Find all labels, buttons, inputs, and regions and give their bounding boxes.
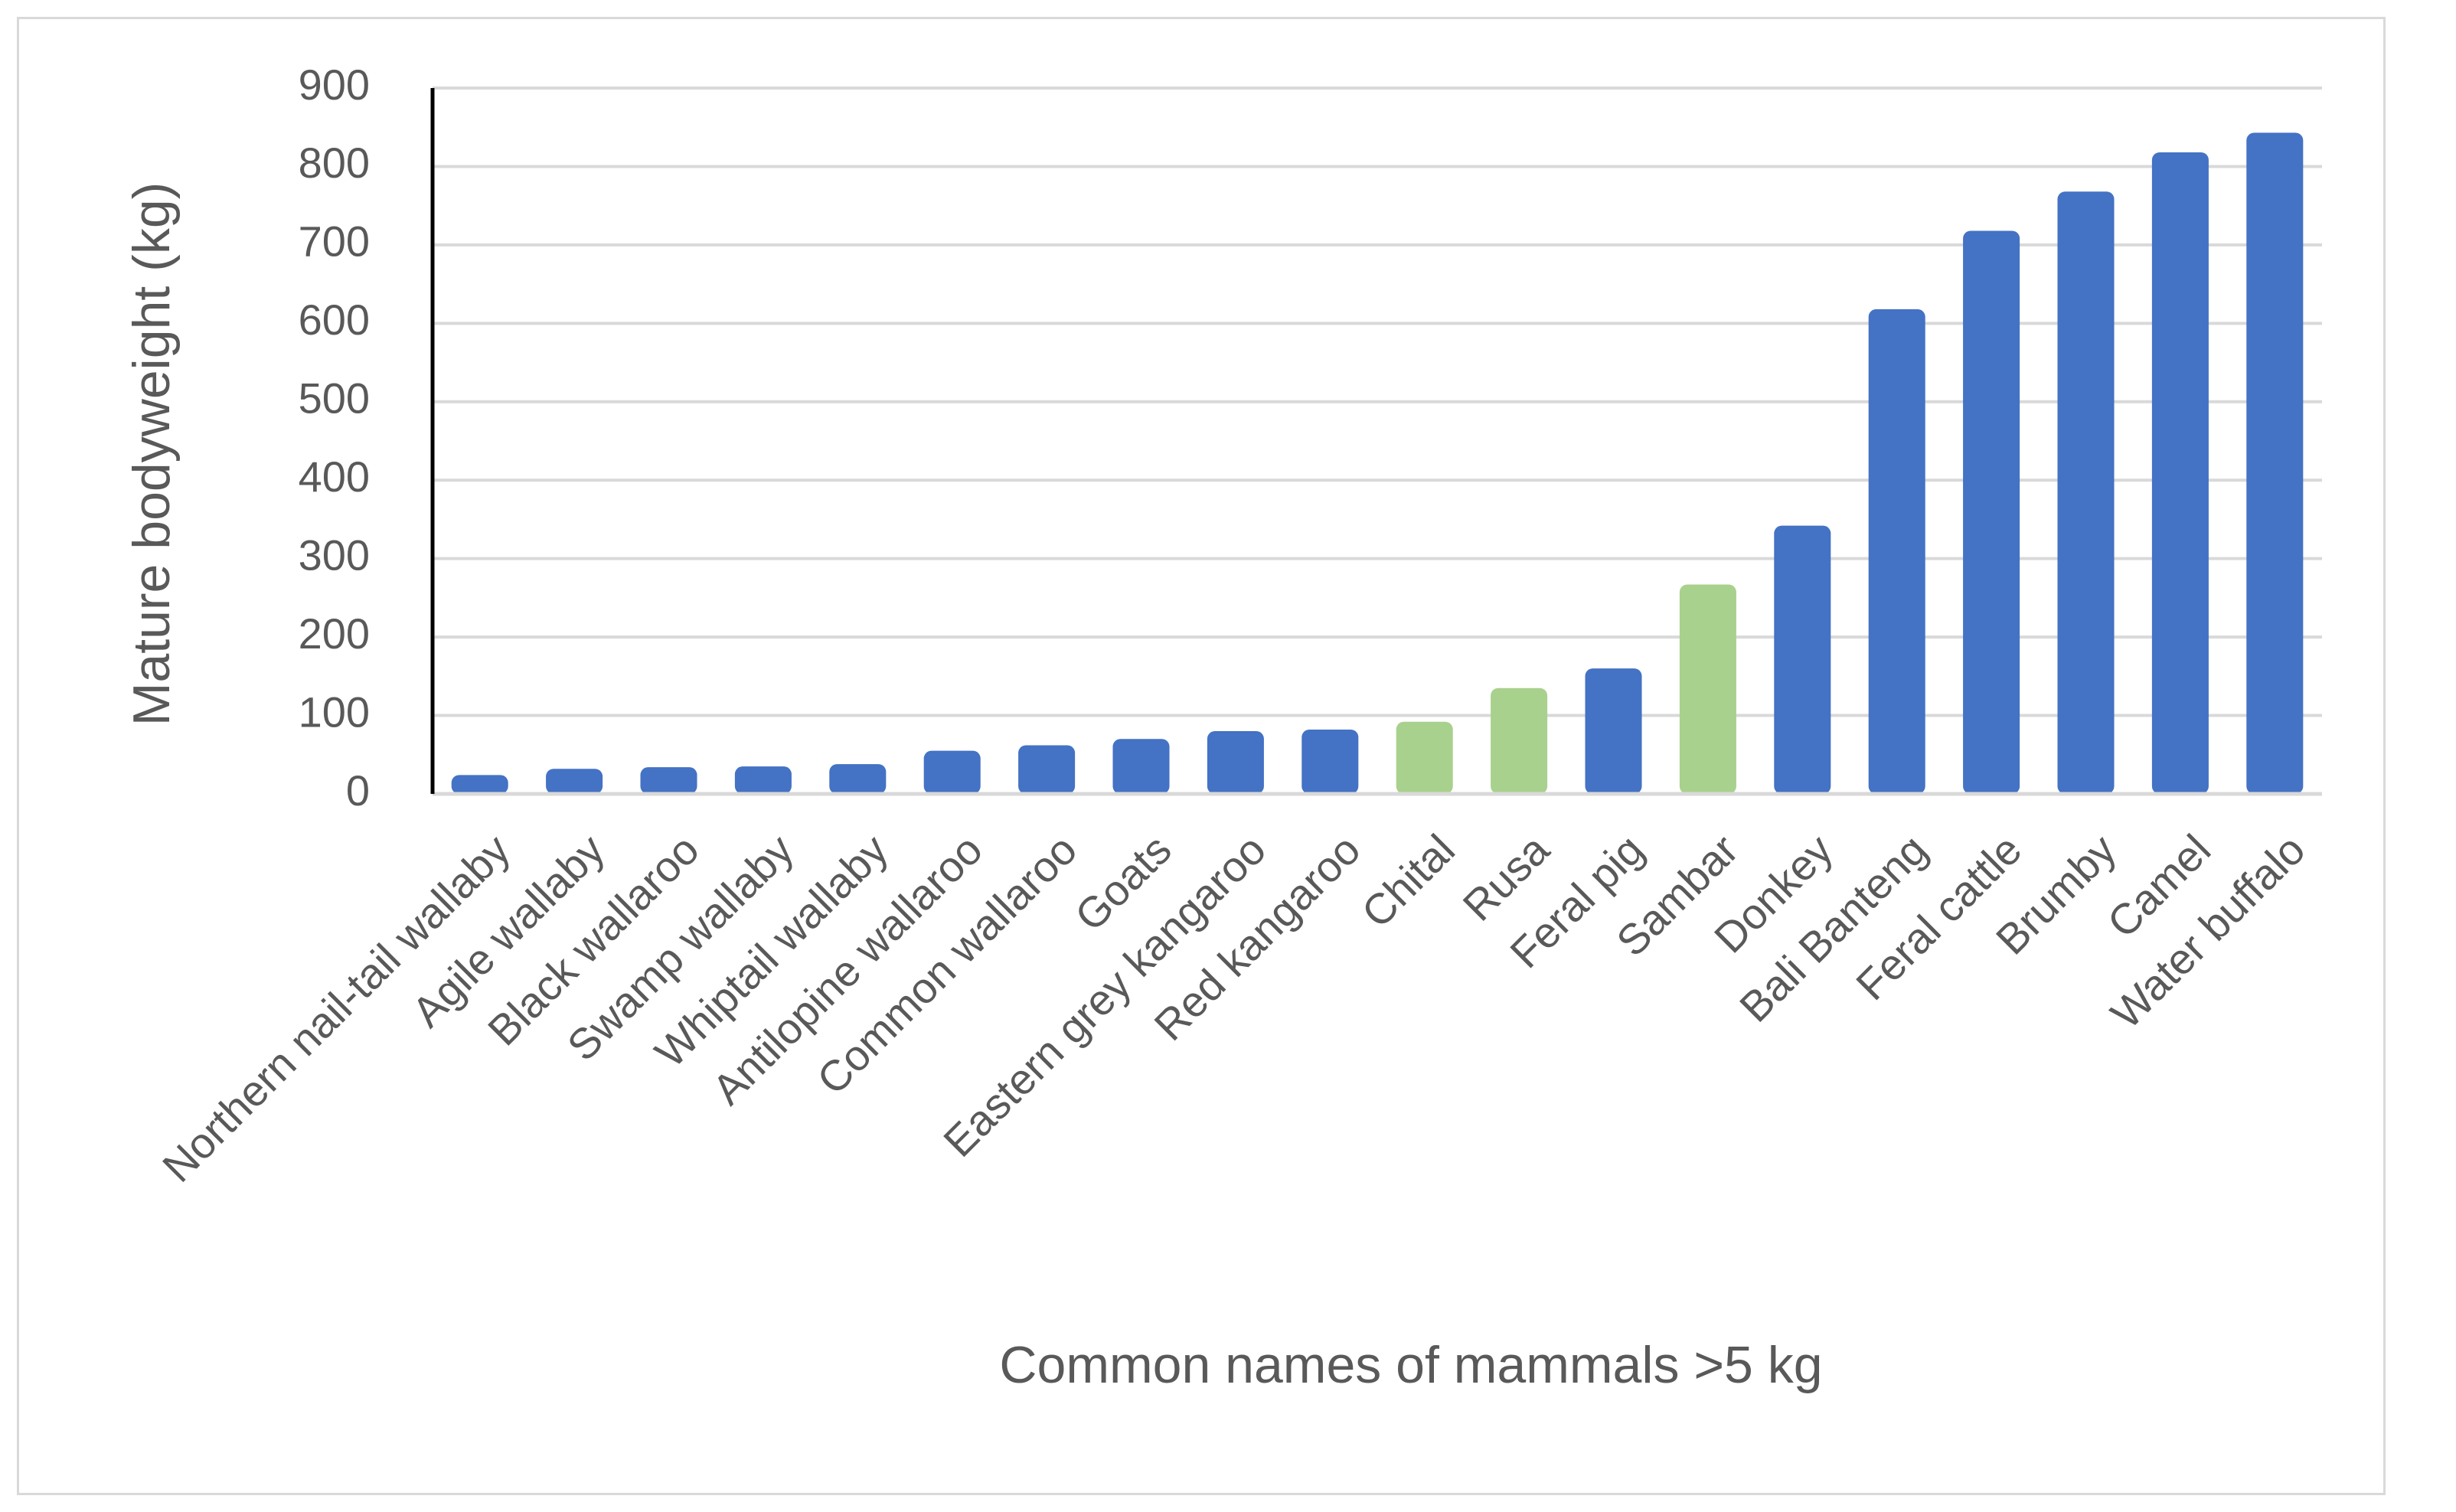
bar-brumby: Brumby: 768 (2057, 191, 2115, 794)
bar-feral-cattle: Feral cattle: 718 (1963, 230, 2020, 795)
x-category-label: Chital (1352, 825, 1464, 937)
bar-bali-banteng: Bali Banteng: 618 (1868, 309, 1925, 795)
bars: Northern nail-tail wallaby: 24 Agile wall… (451, 132, 2304, 795)
bar-sambar: Sambar: 267 (1679, 584, 1736, 794)
bar-swamp-wallaby: Swamp wallaby: 35 (734, 766, 792, 794)
y-tick-label: 800 (299, 139, 370, 187)
y-tick-label: 900 (299, 60, 370, 109)
y-tick-label: 300 (299, 531, 370, 579)
bar-donkey: Donkey: 342 (1774, 525, 1831, 794)
bar-common-wallaroo: Common wallaroo: 62 (1018, 745, 1076, 794)
y-axis-ticks: 0 100 200 300 400 500 600 700 800 900 (299, 60, 370, 815)
bar-chart: 0 100 200 300 400 500 600 700 800 900 Northern na… (122, 60, 2322, 1394)
y-tick-label: 0 (346, 766, 370, 815)
y-tick-label: 600 (299, 296, 370, 344)
y-tick-label: 100 (299, 687, 370, 736)
bar-northern-nail-tail-wallaby: Northern nail-tail wallaby: 24 (451, 775, 508, 794)
y-tick-label: 700 (299, 217, 370, 266)
bar-water-buffalo: Water buffalo: 843 (2246, 132, 2304, 795)
bar-eastern-grey-kangaroo: Eastern grey kangaroo: 80 (1207, 731, 1264, 794)
y-tick-label: 400 (299, 452, 370, 501)
bar-whiptail-wallaby: Whiptail wallaby: 38 (829, 764, 887, 794)
bar-camel: Camel: 818 (2151, 152, 2209, 794)
bar-chital: Chital: 92 (1396, 721, 1453, 794)
y-tick-label: 500 (299, 374, 370, 423)
bar-feral-pig: Feral pig: 160 (1585, 668, 1642, 794)
bar-antilopine-wallaroo: Antilopine wallaroo: 55 (923, 750, 981, 794)
x-axis-title: Common names of mammals >5 kg (999, 1336, 1822, 1394)
bar-red-kangaroo: Red kangaroo: 82 (1301, 729, 1359, 794)
y-tick-label: 200 (299, 609, 370, 658)
bar-black-wallaroo: Black wallaroo: 34 (640, 767, 697, 794)
axes (430, 88, 2322, 796)
bar-goats: Goats: 70 (1112, 739, 1170, 794)
bar-rusa: Rusa: 135 (1491, 687, 1548, 794)
gridlines (433, 87, 2322, 717)
bar-agile-wallaby: Agile wallaby: 32 (546, 769, 603, 794)
y-axis-title: Mature bodyweight (kg) (122, 182, 181, 727)
chart-frame: 0 100 200 300 400 500 600 700 800 900 Northern na… (17, 17, 2386, 1495)
